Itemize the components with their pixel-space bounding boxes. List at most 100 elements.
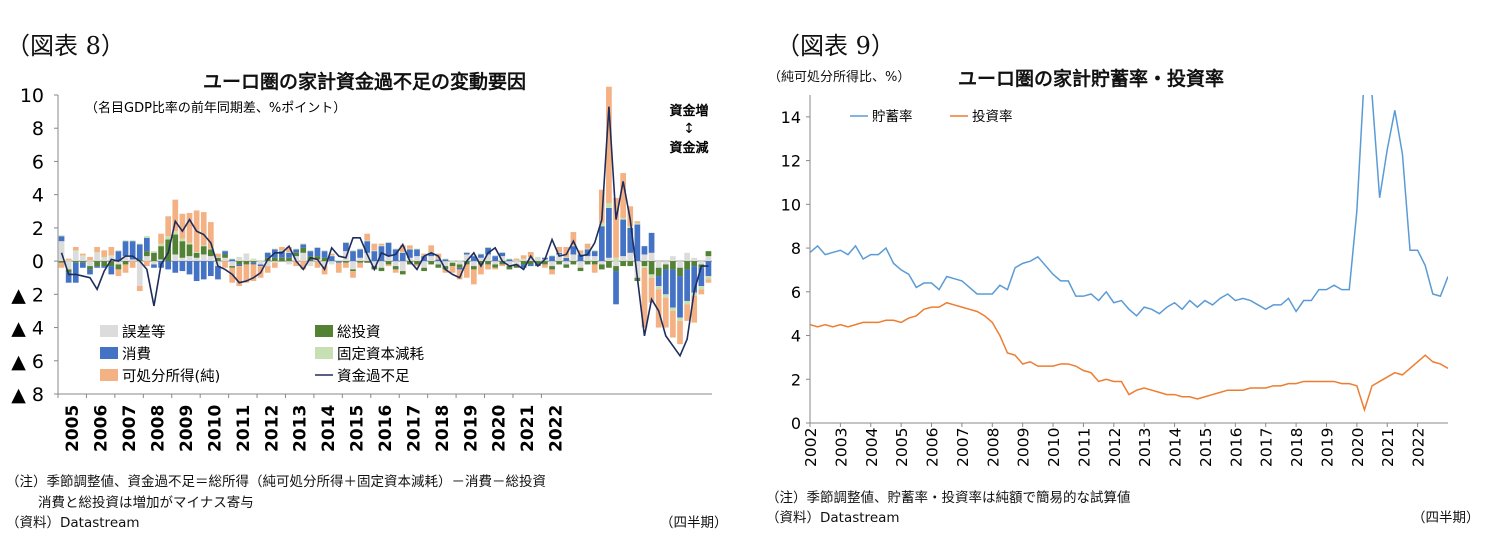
- bar-error: [634, 261, 641, 278]
- bar-disposable_income: [222, 261, 228, 268]
- bar-disposable_income: [684, 304, 690, 321]
- bar-consumption: [101, 266, 108, 268]
- fig9-x-tick-label: 2019: [1318, 428, 1336, 467]
- bar-gross_investment: [115, 264, 122, 270]
- bar-disposable_income: [115, 269, 122, 277]
- bar-depreciation: [499, 251, 506, 253]
- bar-depreciation: [257, 260, 264, 262]
- fig9-note: （注）季節調整値、貯蓄率・投資率は純額で簡易的な試算値: [766, 490, 1131, 506]
- bar-error: [399, 261, 406, 272]
- bar-consumption: [648, 232, 655, 253]
- bar-depreciation: [58, 235, 65, 237]
- bar-gross_investment: [577, 267, 584, 272]
- fig8-subtitle: （名目GDP比率の前年同期差、%ポイント）: [85, 100, 346, 116]
- bar-error: [641, 254, 648, 262]
- bar-disposable_income: [499, 264, 506, 267]
- bar-error: [655, 261, 662, 268]
- bar-depreciation: [378, 245, 385, 247]
- bar-disposable_income: [598, 189, 605, 223]
- fig8-y-tick-label: 2: [32, 218, 44, 240]
- bar-gross_investment: [293, 252, 299, 257]
- fig9-label: （図表 9）: [776, 32, 895, 60]
- bar-gross_investment: [485, 261, 491, 265]
- bar-depreciation: [207, 248, 214, 250]
- bar-disposable_income: [577, 250, 584, 254]
- fig9-x-tick-label: 2009: [1015, 428, 1033, 467]
- bar-depreciation: [449, 260, 456, 262]
- bar-depreciation: [371, 250, 378, 252]
- bar-consumption: [392, 249, 399, 262]
- bar-error: [271, 261, 278, 263]
- fig8-x-tick-label: 2015: [348, 405, 368, 452]
- fig9-x-tick-label: 2010: [1045, 428, 1063, 467]
- bar-error: [677, 261, 683, 268]
- bar-consumption: [435, 259, 442, 262]
- bar-disposable_income: [122, 264, 129, 273]
- bar-depreciation: [385, 242, 392, 243]
- bar-error: [449, 261, 456, 263]
- bar-gross_investment: [179, 241, 186, 258]
- bar-gross_investment: [478, 261, 484, 265]
- fig8-x-tick-label: 2012: [262, 405, 282, 452]
- bar-depreciation: [627, 226, 634, 228]
- bar-consumption: [499, 252, 506, 257]
- bar-disposable_income: [613, 197, 619, 258]
- bar-depreciation: [115, 250, 122, 252]
- bar-disposable_income: [584, 243, 591, 249]
- bar-consumption: [144, 237, 150, 252]
- fig9-y-tick-label: 0: [791, 414, 801, 433]
- bar-consumption: [215, 266, 221, 280]
- bar-depreciation: [655, 286, 662, 290]
- bar-gross_investment: [392, 266, 399, 270]
- fig8-x-tick-label: 2009: [177, 405, 197, 452]
- bar-gross_investment: [655, 267, 662, 277]
- bar-error: [72, 251, 79, 262]
- bar-consumption: [399, 252, 406, 262]
- bar-depreciation: [634, 222, 641, 225]
- fig8-frequency: （四半期）: [660, 515, 728, 531]
- bar-depreciation: [456, 260, 463, 262]
- bar-disposable_income: [328, 253, 335, 256]
- bar-error: [627, 252, 634, 262]
- legend-label-gross_investment: 総投資: [337, 324, 381, 341]
- bar-disposable_income: [705, 279, 712, 283]
- bar-gross_investment: [520, 261, 527, 265]
- bar-depreciation: [264, 251, 271, 253]
- bar-gross_investment: [506, 266, 513, 270]
- bar-gross_investment: [591, 261, 598, 265]
- bar-consumption: [122, 241, 129, 257]
- bar-gross_investment: [72, 261, 79, 263]
- bar-gross_investment: [620, 261, 626, 267]
- fig9-x-tick-label: 2014: [1167, 428, 1185, 467]
- bar-gross_investment: [314, 256, 321, 260]
- bar-depreciation: [350, 250, 356, 252]
- bar-error: [691, 257, 698, 262]
- bar-depreciation: [271, 248, 278, 250]
- bar-disposable_income: [286, 246, 292, 252]
- bar-error: [620, 256, 626, 262]
- bar-disposable_income: [520, 255, 527, 259]
- bar-depreciation: [307, 250, 314, 252]
- bar-error: [101, 257, 108, 262]
- bar-consumption: [264, 252, 271, 258]
- bar-gross_investment: [421, 267, 427, 272]
- bar-consumption: [442, 259, 449, 262]
- bar-consumption: [300, 244, 307, 248]
- fig8-x-tick-label: 2007: [120, 405, 140, 452]
- bar-gross_investment: [321, 257, 328, 262]
- bar-gross_investment: [236, 261, 243, 265]
- bar-consumption: [471, 256, 477, 262]
- bar-disposable_income: [129, 261, 136, 268]
- bar-error: [321, 261, 328, 267]
- bar-depreciation: [563, 256, 570, 258]
- bar-gross_investment: [364, 261, 371, 263]
- fig8-x-tick-label: 2019: [461, 405, 481, 452]
- bar-consumption: [87, 269, 93, 275]
- bar-depreciation: [641, 266, 648, 268]
- bar-error: [122, 256, 129, 262]
- bar-disposable_income: [513, 258, 520, 261]
- bar-consumption: [328, 256, 335, 262]
- bar-gross_investment: [207, 249, 214, 257]
- fig8-x-tick-label: 2021: [518, 405, 538, 452]
- bar-depreciation: [485, 246, 491, 248]
